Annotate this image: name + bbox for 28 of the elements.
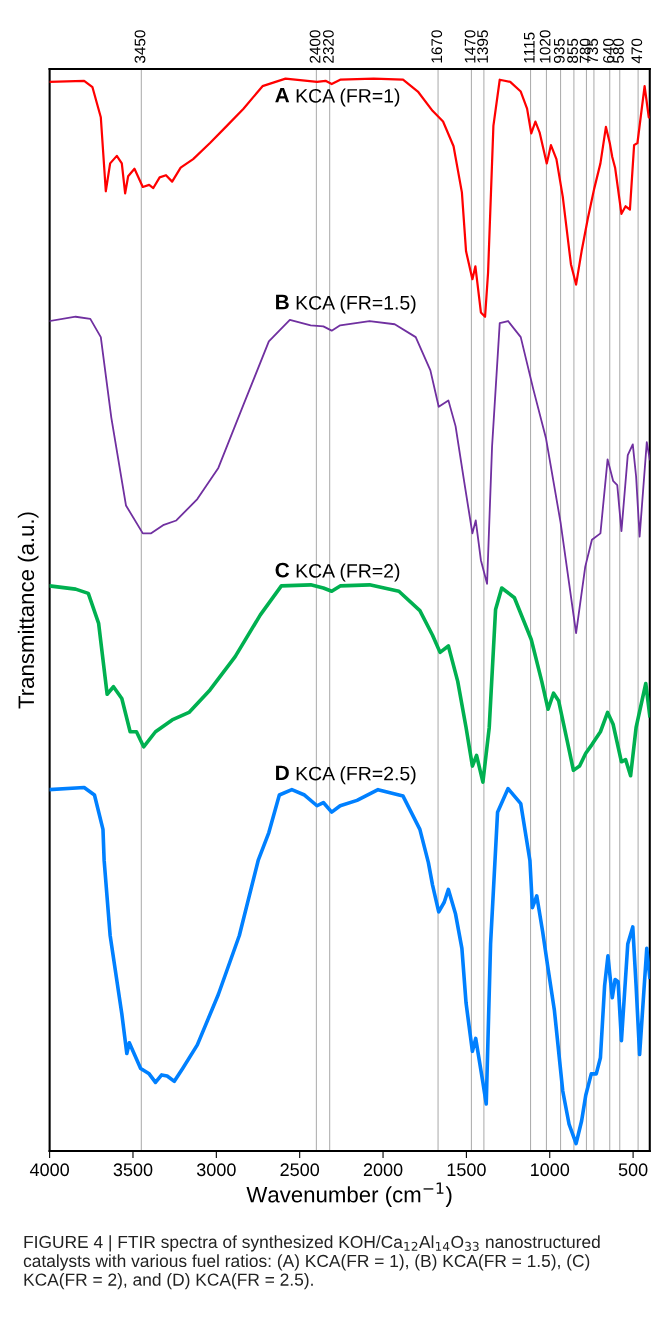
ref-line-label: 580: [613, 38, 624, 63]
x-tick-label: 1500: [447, 1163, 486, 1177]
ref-line-label: 2400: [309, 30, 321, 63]
x-tick-label: 2000: [363, 1163, 403, 1177]
x-tick-label: 2500: [280, 1163, 320, 1177]
text: FIGURE 4 | FTIR spectra of synthesized KOH/Ca$_{12}$Al$_{14}$O$_{33}$ nanostructured catalysts with various fuel ratios: (A) KCA(FR = 1), (B) KCA(FR = 1.5), (C) KCA(FR = 2), and (D) KCA(FR = 2.5).: [23, 1235, 600, 1290]
ref-line-label: 1395: [477, 30, 488, 63]
ref-line-label: 3450: [134, 30, 146, 64]
ref-line-label: 855: [567, 38, 579, 63]
ref-line-label: 1470: [464, 30, 476, 63]
ref-line-label: 1115: [524, 32, 535, 63]
series-label: B KCA (FR=1.5): [276, 294, 416, 314]
y-axis-title: Transmittance (a.u.): [17, 512, 39, 709]
ref-line-label: 1020: [539, 30, 551, 63]
x-tick-label: 3500: [113, 1163, 153, 1177]
series-label: D KCA (FR=2.5): [276, 765, 416, 785]
ref-line-label: 2320: [322, 30, 334, 63]
ref-line-label: 1670: [431, 30, 443, 63]
x-axis-title: Wavenumber (cm$^{−1}$): [246, 1182, 452, 1207]
ref-line-label: 935: [553, 38, 565, 63]
x-tick-label: 500: [618, 1163, 648, 1177]
ref-line-label: 640: [603, 38, 614, 63]
series-label: A KCA (FR=1): [275, 87, 400, 107]
series-label: C KCA (FR=2): [275, 562, 400, 582]
ref-line-label: 470: [631, 38, 643, 64]
x-tick-label: 1000: [531, 1163, 570, 1177]
x-tick-label: 4000: [29, 1163, 69, 1177]
x-tick-label: 3000: [196, 1163, 236, 1177]
